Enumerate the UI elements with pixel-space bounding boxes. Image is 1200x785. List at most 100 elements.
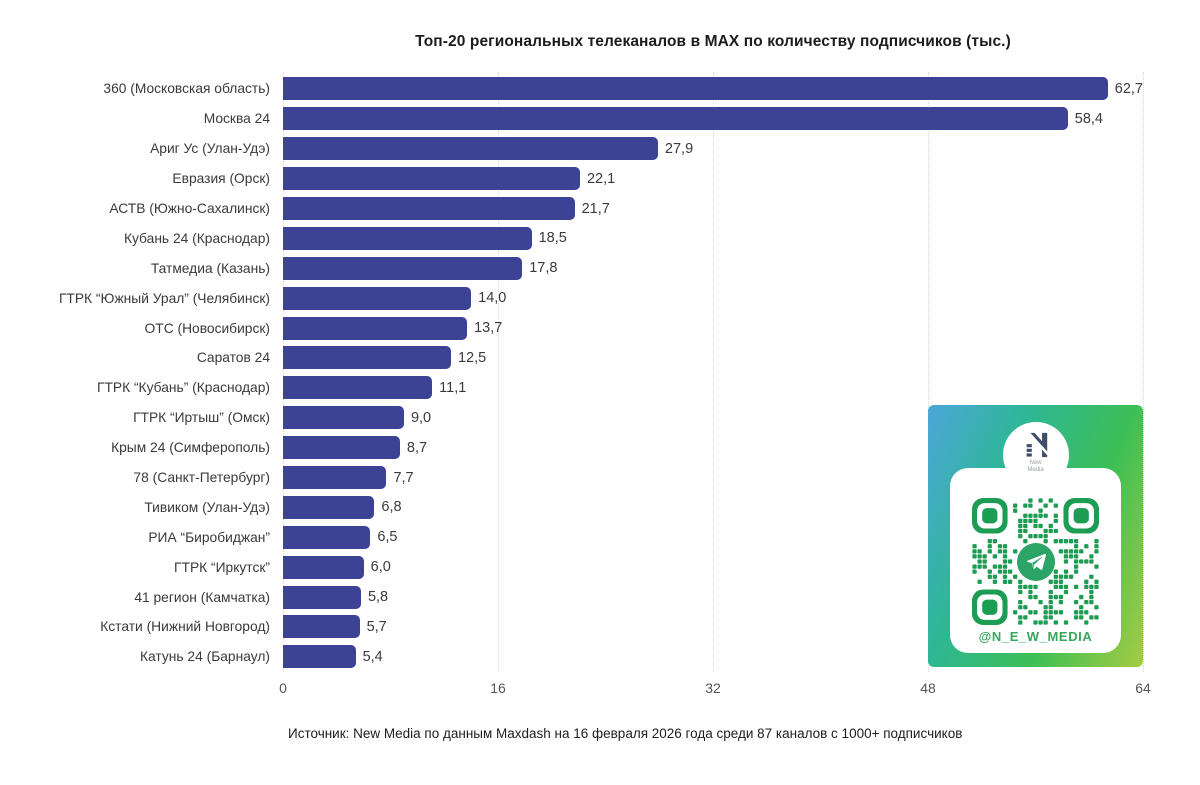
- y-axis-label: Кубань 24 (Краснодар): [123, 230, 270, 246]
- chart-row: 360 (Московская область) 62,7: [0, 74, 1200, 104]
- bar-track: 58,4: [283, 104, 1143, 134]
- x-tick-label: 16: [490, 680, 506, 696]
- y-axis-label: Крым 24 (Симферополь): [111, 440, 270, 456]
- x-tick-label: 32: [705, 680, 721, 696]
- chart-row: 78 (Санкт-Петербург) 7,7: [0, 463, 1200, 493]
- bar-track: 22,1: [283, 164, 1143, 194]
- bar-track: 11,1: [283, 373, 1143, 403]
- chart-row: ГТРК “Иркутск” 6,0: [0, 552, 1200, 582]
- value-label: 5,8: [367, 589, 389, 606]
- y-axis-label: ОТС (Новосибирск): [144, 320, 270, 336]
- bar: [283, 77, 1108, 101]
- qr-code-pattern: [972, 498, 1099, 625]
- value-label: 7,7: [393, 469, 414, 486]
- bar: [283, 645, 356, 669]
- value-label: 21,7: [581, 200, 610, 217]
- bar-track: 14,0: [283, 283, 1143, 313]
- chart-row: Кубань 24 (Краснодар) 18,5: [0, 223, 1200, 253]
- chart-row: Катунь 24 (Барнаул) 5,4: [0, 642, 1200, 672]
- bar: [283, 436, 400, 460]
- value-label: 5,7: [366, 618, 387, 635]
- bar-track: 5,7: [283, 612, 1143, 642]
- bar-track: 6,5: [283, 522, 1143, 552]
- y-axis-label: РИА “Биробиджан”: [148, 529, 270, 545]
- bar: [283, 495, 375, 519]
- y-axis-label: Ариг Ус (Улан-Удэ): [150, 141, 270, 157]
- y-axis-label: ГТРК “Южный Урал” (Челябинск): [58, 290, 270, 306]
- value-label: 27,9: [664, 140, 694, 157]
- y-axis-label: Татмедиа (Казань): [150, 260, 270, 276]
- value-label: 9,0: [410, 409, 432, 426]
- chart-row: Тивиком (Улан-Удэ) 6,8: [0, 492, 1200, 522]
- chart-row: Кстати (Нижний Новгород) 5,7: [0, 612, 1200, 642]
- bar-track: 6,8: [283, 492, 1143, 522]
- bar: [283, 316, 468, 340]
- bar-track: 7,7: [283, 463, 1143, 493]
- y-axis-label: 41 регион (Камчатка): [134, 589, 270, 605]
- qr-code: [972, 498, 1099, 625]
- bar: [283, 525, 371, 549]
- qr-handle-text: @N_E_W_MEDIA: [978, 629, 1093, 644]
- value-label: 58,4: [1074, 110, 1103, 127]
- chart-row: Саратов 24 12,5: [0, 343, 1200, 373]
- y-axis-label: ГТРК “Иркутск”: [174, 559, 270, 575]
- x-tick-label: 0: [279, 680, 287, 696]
- x-axis: 0 16 32 48 64: [0, 680, 1200, 700]
- chart-row: ГТРК “Иртыш” (Омск) 9,0: [0, 403, 1200, 433]
- y-axis-label: Катунь 24 (Барнаул): [140, 649, 270, 665]
- bar: [283, 256, 523, 280]
- bar: [283, 167, 580, 191]
- bar-track: 17,8: [283, 253, 1143, 283]
- chart-row: ГТРК “Южный Урал” (Челябинск) 14,0: [0, 283, 1200, 313]
- bar: [283, 346, 451, 370]
- newmedia-logo-badge: New Media: [1002, 422, 1069, 488]
- value-label: 8,7: [406, 439, 428, 456]
- value-label: 13,7: [474, 320, 503, 337]
- chart-title: Топ-20 региональных телеканалов в MAX по…: [415, 33, 1011, 50]
- bar-track: 62,7: [283, 74, 1143, 104]
- value-label: 6,5: [377, 529, 398, 546]
- x-tick-label: 48: [920, 680, 936, 696]
- newmedia-logo-icon: [1026, 432, 1047, 458]
- newmedia-logo-text: New Media: [1027, 460, 1044, 473]
- chart-row: Ариг Ус (Улан-Удэ) 27,9: [0, 134, 1200, 164]
- y-axis-label: АСТВ (Южно-Сахалинск): [109, 201, 270, 216]
- qr-promo-card: New Media @N_E_W_MEDIA: [928, 405, 1143, 667]
- y-axis-label: 78 (Санкт-Петербург): [133, 470, 270, 486]
- y-axis-label: Тивиком (Улан-Удэ): [144, 499, 270, 515]
- bar-track: 5,4: [283, 642, 1143, 672]
- y-axis-label: ГТРК “Кубань” (Краснодар): [96, 380, 270, 396]
- bar: [283, 286, 472, 310]
- x-tick-label: 64: [1135, 680, 1151, 696]
- source-note: Источник: New Media по данным Maxdash на…: [288, 726, 963, 741]
- bar: [283, 406, 404, 430]
- y-axis-label: 360 (Московская область): [103, 81, 270, 97]
- chart-row: ОТС (Новосибирск) 13,7: [0, 313, 1200, 343]
- bar: [283, 197, 575, 220]
- bar: [283, 107, 1068, 131]
- bar: [283, 137, 658, 161]
- y-axis-label: ГТРК “Иртыш” (Омск): [133, 410, 270, 426]
- bar-chart: 360 (Московская область) 62,7 Москва 24 58,…: [0, 74, 1200, 672]
- bar-track: 8,7: [283, 433, 1143, 463]
- value-label: 62,7: [1114, 80, 1143, 97]
- y-axis-label: Москва 24: [203, 111, 270, 127]
- value-label: 14,0: [478, 290, 507, 307]
- chart-row: 41 регион (Камчатка) 5,8: [0, 582, 1200, 612]
- bar: [283, 226, 532, 250]
- bar-rows: 360 (Московская область) 62,7 Москва 24 58,…: [0, 74, 1200, 672]
- value-label: 22,1: [586, 170, 616, 187]
- chart-row: Евразия (Орск) 22,1: [0, 164, 1200, 194]
- value-label: 5,4: [362, 648, 383, 665]
- value-label: 6,8: [381, 499, 402, 516]
- bar-track: 27,9: [283, 134, 1143, 164]
- bar-track: 5,8: [283, 582, 1143, 612]
- y-axis-label: Евразия (Орск): [172, 171, 270, 187]
- value-label: 17,8: [529, 260, 558, 277]
- chart-row: Татмедиа (Казань) 17,8: [0, 253, 1200, 283]
- bar: [283, 555, 364, 579]
- bar: [283, 585, 361, 609]
- bar: [283, 615, 360, 639]
- value-label: 6,0: [370, 559, 391, 576]
- bar-track: 21,7: [283, 194, 1143, 224]
